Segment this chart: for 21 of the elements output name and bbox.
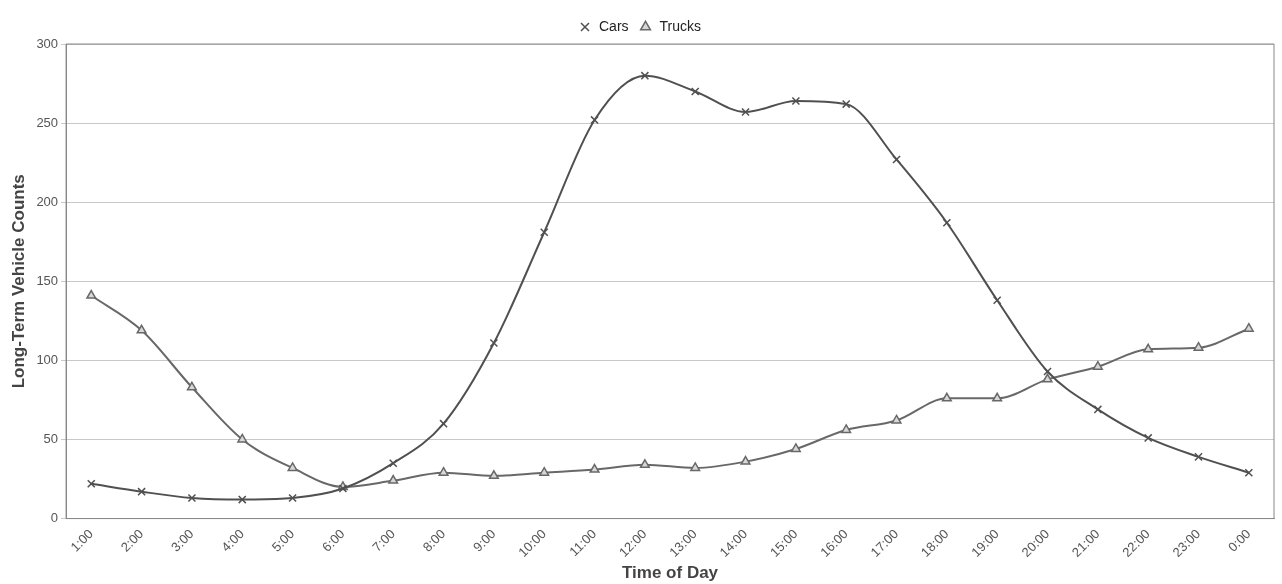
legend-label: Cars: [598, 17, 629, 34]
y-tick-label: 200: [36, 193, 59, 209]
y-tick-label: 150: [36, 272, 59, 288]
x-tick-label: 5:00: [268, 526, 298, 555]
x-tick-label: 6:00: [319, 526, 348, 555]
x-tick-label: 1:00: [67, 526, 96, 555]
x-tick-label: 8:00: [419, 526, 449, 555]
legend-label: Trucks: [659, 17, 702, 34]
y-tick-label: 50: [43, 431, 59, 447]
x-tick-label: 9:00: [470, 526, 499, 555]
y-tick-label: 250: [36, 114, 59, 130]
y-tick-label: 300: [36, 35, 59, 51]
x-axis-title: Time of Day: [622, 563, 719, 583]
x-tick-label: 4:00: [218, 526, 247, 555]
y-tick-label: 0: [50, 510, 59, 526]
x-tick-label: 3:00: [168, 526, 197, 555]
x-tick-label: 7:00: [369, 526, 398, 555]
y-axis-title: Long-Term Vehicle Counts: [8, 174, 28, 389]
y-tick-label: 100: [36, 351, 59, 367]
x-tick-label: 2:00: [117, 526, 147, 555]
x-tick-label: 0:00: [1224, 526, 1254, 555]
